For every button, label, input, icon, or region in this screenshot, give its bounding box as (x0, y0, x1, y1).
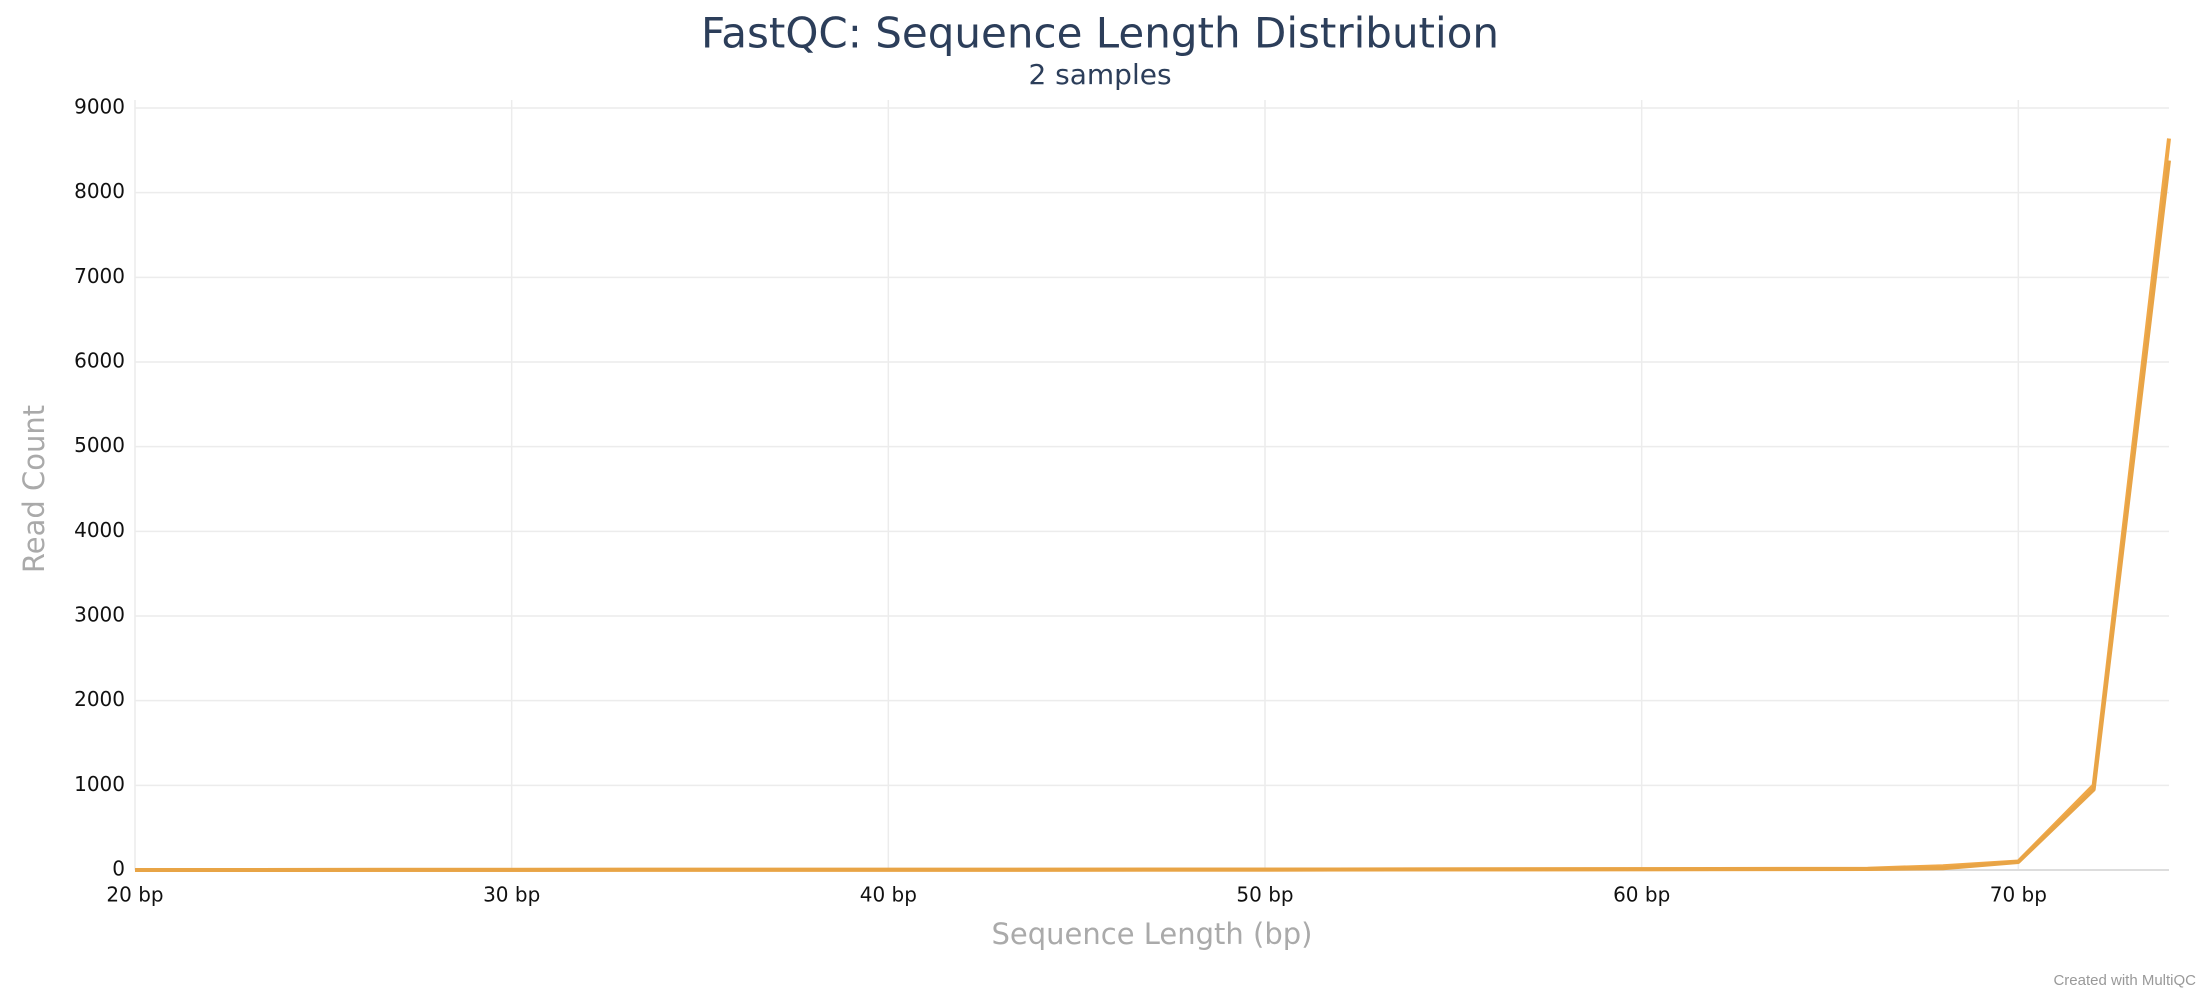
y-tick-label: 4000 (74, 518, 125, 542)
y-tick-label: 5000 (74, 433, 125, 457)
y-tick-label: 0 (112, 857, 125, 881)
data-line (134, 160, 2171, 872)
y-tick-label: 6000 (74, 349, 125, 373)
y-tick-label: 2000 (74, 687, 125, 711)
data-line (134, 138, 2171, 872)
y-tick-label: 7000 (74, 264, 125, 288)
credit: Created with MultiQC (2053, 972, 2196, 989)
x-tick-label: 50 bp (1236, 883, 1293, 907)
x-tick-label: 40 bp (860, 883, 917, 907)
x-tick-label: 30 bp (483, 883, 540, 907)
y-axis-label: Read Count (17, 405, 51, 573)
chart-subtitle: 2 samples (1028, 58, 1171, 91)
x-tick-label: 60 bp (1613, 883, 1670, 907)
x-tick-label: 20 bp (106, 883, 163, 907)
y-tick-label: 9000 (74, 95, 125, 119)
x-tick-label: 70 bp (1990, 883, 2047, 907)
chart-title: FastQC: Sequence Length Distribution (701, 9, 1499, 58)
y-tick-label: 8000 (74, 179, 125, 203)
x-axis-label: Sequence Length (bp) (992, 917, 1313, 951)
y-tick-label: 1000 (74, 772, 125, 796)
y-tick-label: 3000 (74, 603, 125, 627)
